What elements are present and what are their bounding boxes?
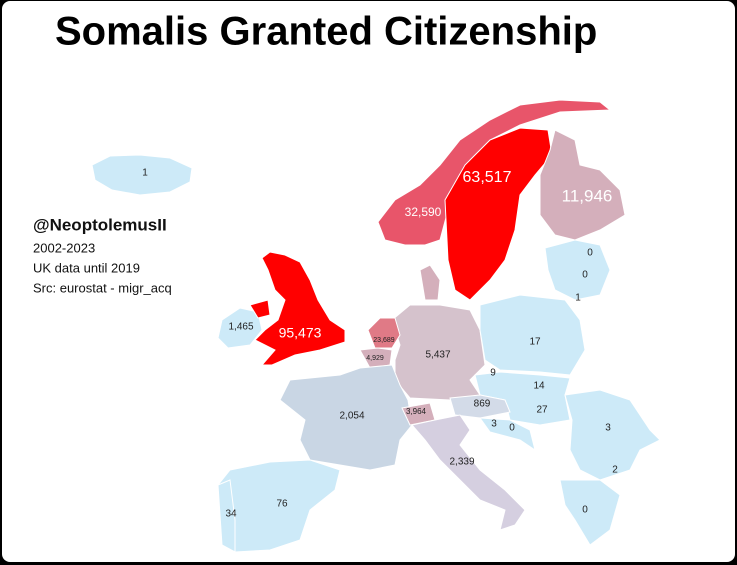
- title: Somalis Granted Citizenship: [55, 10, 597, 54]
- map-label: 3: [491, 419, 497, 430]
- map-label: 95,473: [279, 325, 322, 341]
- map-label: 1: [575, 293, 581, 304]
- greece: [559, 479, 621, 546]
- map-label: 3: [605, 423, 611, 434]
- labels: 1 63,517 32,590 11,946 0 0 1 1,465 95,47…: [142, 168, 618, 520]
- denmark: [419, 264, 441, 301]
- romania-bulgaria: [564, 389, 661, 481]
- sweden: [444, 127, 553, 301]
- portugal: [217, 479, 236, 553]
- map-label: 2,339: [449, 457, 474, 468]
- uk: [254, 251, 346, 366]
- map-label: 0: [587, 248, 593, 259]
- map-label: 23,689: [373, 337, 395, 344]
- map-label: 76: [276, 499, 288, 510]
- map-label: 5,437: [425, 350, 450, 361]
- map-label: 14: [533, 381, 545, 392]
- map-label: 4,929: [366, 355, 384, 362]
- map-label: 11,946: [562, 186, 613, 205]
- map-label: 2,054: [339, 411, 364, 422]
- map-label: 34: [225, 509, 237, 520]
- belgium: [359, 347, 393, 369]
- map-label: 0: [582, 505, 588, 516]
- ireland: [217, 307, 263, 349]
- map-label: 869: [474, 399, 491, 410]
- norway: [377, 99, 612, 246]
- map-label: 3,964: [406, 407, 427, 416]
- germany: [391, 304, 486, 401]
- map-label: 32,590: [405, 205, 442, 219]
- map-label: 17: [529, 337, 541, 348]
- balkans: [478, 417, 536, 452]
- poland: [479, 294, 586, 376]
- map-label: 0: [509, 423, 515, 434]
- iceland: [91, 154, 193, 196]
- map-label: 1: [142, 168, 148, 179]
- austria: [449, 394, 511, 419]
- map-label: 0: [582, 270, 588, 281]
- note: Src: eurostat - migr_acq: [33, 280, 172, 295]
- countries: [91, 99, 661, 553]
- italy: [411, 414, 526, 531]
- note: UK data until 2019: [33, 260, 140, 275]
- baltics: [544, 239, 611, 301]
- finland: [539, 129, 626, 241]
- handle: @NeoptolemusII: [33, 215, 167, 234]
- map-label: 2: [612, 465, 618, 476]
- map-label: 9: [490, 368, 496, 379]
- note: 2002-2023: [33, 240, 95, 255]
- map-label: 27: [536, 405, 548, 416]
- n-ireland: [249, 299, 271, 319]
- map-label: 63,517: [463, 169, 512, 186]
- map-label: 1,465: [228, 322, 253, 333]
- france: [279, 364, 413, 471]
